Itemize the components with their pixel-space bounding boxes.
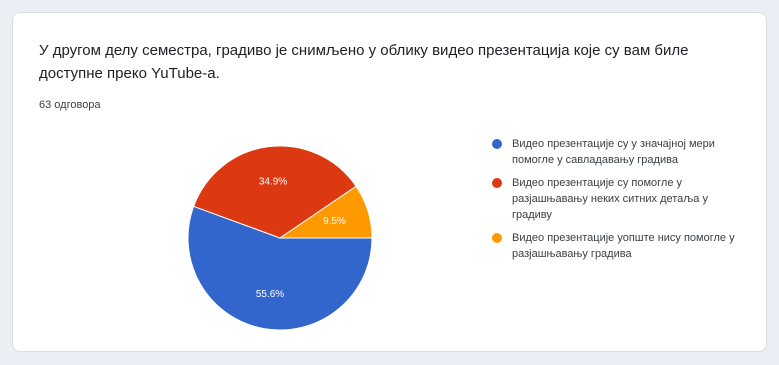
legend-label: Видео презентације су у значајној мери п… — [512, 138, 715, 166]
chart-legend: Видео презентације су у значајној мери п… — [492, 136, 747, 269]
pie-chart[interactable]: 55.6% 34.9% 9.5% — [170, 140, 390, 340]
legend-item-3[interactable]: Видео презентације уопште нису помогле у… — [492, 230, 747, 262]
pie-slice-label-2: 34.9% — [259, 176, 287, 187]
legend-label: Видео презентације су помогле у разјашња… — [512, 177, 708, 221]
legend-swatch — [492, 139, 502, 149]
response-card: У другом делу семестра, градиво је снимљ… — [12, 12, 767, 352]
legend-label: Видео презентације уопште нису помогле у… — [512, 232, 735, 260]
pie-slice-2[interactable] — [192, 145, 357, 239]
pie-slice-3[interactable] — [278, 185, 373, 239]
response-count: 63 одговора — [39, 99, 101, 111]
legend-item-2[interactable]: Видео презентације су помогле у разјашња… — [492, 175, 747, 223]
pie-slice-1[interactable] — [187, 205, 373, 331]
legend-swatch — [492, 178, 502, 188]
legend-swatch — [492, 233, 502, 243]
pie-slice-label-1: 55.6% — [256, 289, 284, 300]
question-title: У другом делу семестра, градиво је снимљ… — [39, 42, 689, 82]
legend-item-1[interactable]: Видео презентације су у значајној мери п… — [492, 136, 747, 168]
pie-slice-label-3: 9.5% — [323, 216, 346, 227]
